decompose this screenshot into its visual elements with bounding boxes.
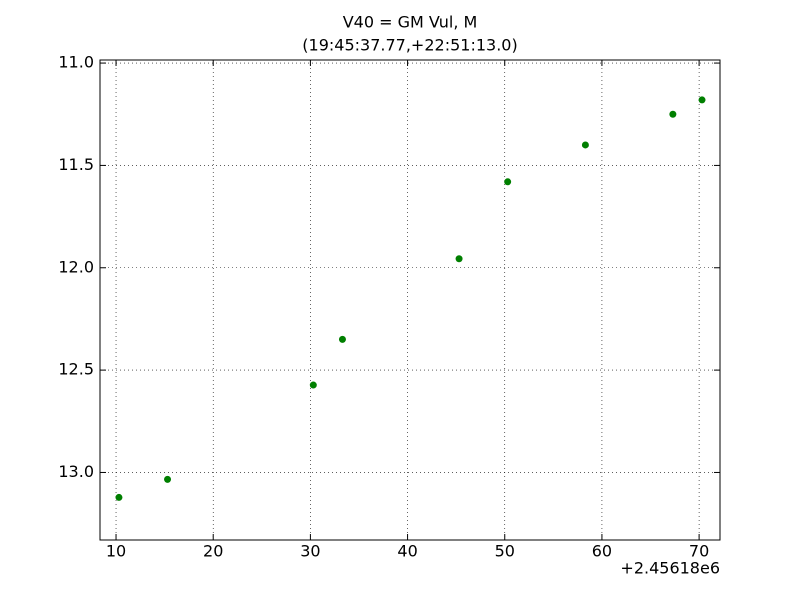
x-tick-label: 30	[300, 542, 320, 561]
chart-subtitle: (19:45:37.77,+22:51:13.0)	[302, 36, 517, 55]
point	[581, 141, 589, 149]
point	[698, 96, 706, 104]
y-tick-label: 12.5	[58, 360, 94, 379]
point	[309, 381, 317, 389]
x-tick-label: 10	[106, 542, 126, 561]
y-tick-label: 12.0	[58, 257, 94, 276]
chart-title: V40 = GM Vul, M	[343, 13, 478, 32]
y-tick-label: 11.5	[58, 155, 94, 174]
point	[669, 110, 677, 118]
y-tick-label: 11.0	[58, 53, 94, 72]
point	[338, 335, 346, 343]
x-tick-label: 40	[397, 542, 417, 561]
point	[164, 475, 172, 483]
x-tick-label: 50	[495, 542, 515, 561]
x-tick-label: 70	[689, 542, 709, 561]
x-tick-label: 20	[203, 542, 223, 561]
point	[504, 178, 512, 186]
point	[115, 493, 123, 501]
x-offset-label: +2.45618e6	[620, 559, 720, 578]
x-tick-label: 60	[592, 542, 612, 561]
point	[455, 255, 463, 263]
y-tick-label: 13.0	[58, 462, 94, 481]
plot-frame	[99, 59, 721, 541]
